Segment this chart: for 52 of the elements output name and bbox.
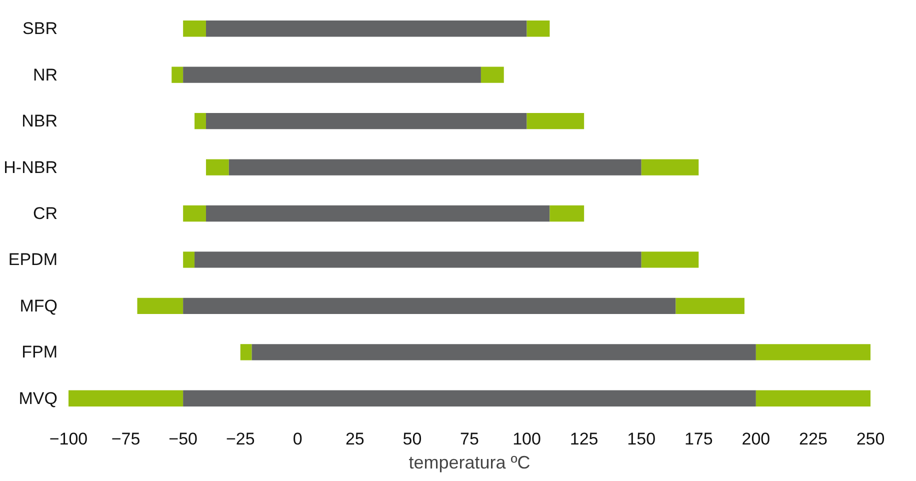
bar <box>526 112 584 130</box>
y-tick-label: SBR <box>22 19 58 38</box>
bar <box>756 390 870 406</box>
bar <box>550 205 584 222</box>
bar <box>641 252 699 268</box>
bar <box>206 205 550 222</box>
bar <box>206 112 527 130</box>
bar <box>526 20 550 37</box>
bar <box>641 159 699 176</box>
y-tick-label: CR <box>32 204 58 223</box>
y-tick-label: NR <box>32 65 58 84</box>
bar <box>183 20 206 37</box>
x-tick-label: 125 <box>570 430 598 448</box>
x-tick-label: 225 <box>799 430 828 448</box>
bar <box>183 390 756 406</box>
y-tick-label: MVQ <box>18 388 58 408</box>
x-tick-label: −50 <box>168 430 198 448</box>
bar <box>183 298 676 314</box>
x-tick-label: 250 <box>856 430 885 448</box>
bar <box>172 66 184 83</box>
x-tick-label: 25 <box>345 430 364 448</box>
bar <box>206 159 229 176</box>
bar <box>240 344 252 360</box>
x-tick-label: −25 <box>226 430 255 448</box>
bar <box>228 159 642 176</box>
x-tick-label: 100 <box>512 430 541 448</box>
bar <box>252 344 756 360</box>
y-tick-label: EPDM <box>8 250 58 270</box>
x-tick-label: −100 <box>49 430 88 448</box>
x-tick-label: −75 <box>111 430 140 448</box>
bar <box>194 252 642 268</box>
x-tick-label: 75 <box>460 430 479 448</box>
bar <box>676 298 744 314</box>
x-tick-label: 175 <box>684 430 713 448</box>
bar <box>756 344 870 360</box>
x-tick-label: 150 <box>627 430 656 448</box>
y-tick-label: MFQ <box>20 296 58 316</box>
x-axis-title: temperatura ºC <box>408 452 530 472</box>
bar <box>183 205 206 222</box>
bar <box>68 390 184 406</box>
y-tick-label: H-NBR <box>4 158 58 177</box>
y-tick-label: FPM <box>22 342 58 362</box>
bar <box>480 66 504 83</box>
x-tick-label: 200 <box>742 430 770 448</box>
x-tick-label: 0 <box>292 430 302 448</box>
bar <box>194 112 206 130</box>
bar <box>183 252 195 268</box>
y-tick-label: NBR <box>22 112 58 131</box>
bar <box>183 66 481 83</box>
bar <box>206 20 527 37</box>
x-tick-label: 50 <box>402 430 422 448</box>
bar <box>137 298 184 314</box>
